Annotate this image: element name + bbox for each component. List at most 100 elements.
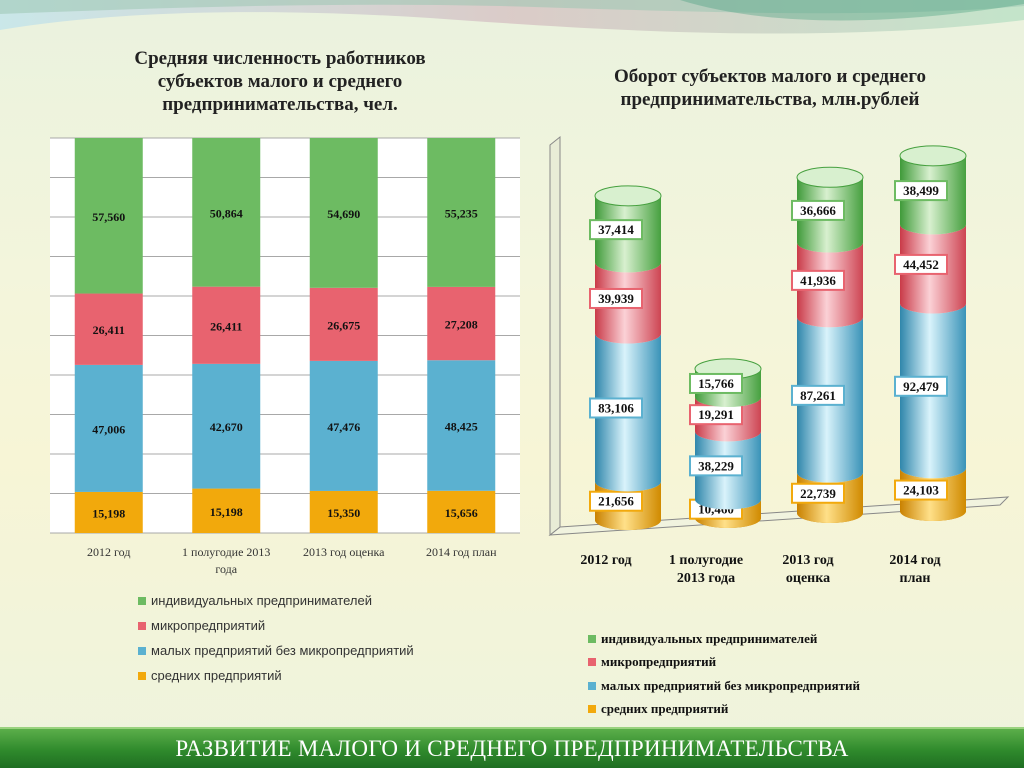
right-data-label: 22,739 (800, 486, 836, 501)
left-data-label: 50,864 (210, 206, 243, 220)
right-data-label: 38,229 (698, 458, 734, 473)
left-data-label: 27,208 (445, 318, 478, 332)
right-tick-label: 2014 год (889, 553, 940, 568)
left-data-label: 15,350 (327, 506, 360, 520)
left-tick-label: 2014 год план (426, 545, 497, 559)
left-bar-segment (309, 360, 378, 491)
left-bar-segment (192, 286, 261, 364)
left-bar-segment (192, 363, 261, 489)
left-data-label: 47,476 (327, 420, 360, 434)
legend-label: малых предприятий без микропредприятий (151, 643, 414, 658)
right-data-label: 87,261 (800, 388, 836, 403)
left-bar-segment (74, 491, 143, 533)
right-legend-item: средних предприятий (588, 698, 860, 722)
right-data-label: 36,666 (800, 203, 836, 218)
left-data-label: 54,690 (327, 207, 360, 221)
left-legend-item: микропредприятий (138, 613, 414, 638)
right-data-label-box (894, 253, 948, 275)
right-data-label: 24,103 (903, 483, 939, 498)
left-data-label: 48,425 (445, 420, 478, 434)
left-bar-segment (427, 286, 496, 361)
legend-swatch (588, 681, 596, 690)
legend-label: индивидуальных предпринимателей (151, 593, 372, 608)
left-data-label: 26,411 (210, 319, 242, 333)
right-data-label-box (791, 199, 845, 221)
right-data-label-box (894, 479, 948, 501)
right-tick-label: 1 полугодие (669, 553, 743, 568)
left-legend-item: средних предприятий (138, 663, 414, 688)
left-bar-segment (74, 293, 143, 365)
legend-label: микропредприятий (601, 654, 717, 670)
legend-swatch (138, 646, 146, 655)
legend-swatch (588, 634, 596, 643)
legend-swatch (138, 621, 146, 630)
right-data-label: 92,479 (903, 379, 939, 394)
left-bar-segment (192, 138, 261, 287)
left-data-label: 15,656 (445, 506, 478, 520)
left-bar-segment (192, 488, 261, 533)
left-data-label: 15,198 (210, 505, 243, 519)
cylinder-top (594, 185, 662, 207)
right-tick-label: 2013 год (782, 553, 833, 568)
right-tick-label: план (900, 571, 931, 586)
right-data-label-box (791, 269, 845, 291)
left-bar-segment (427, 360, 496, 491)
left-legend: индивидуальных предпринимателей микропред… (138, 588, 414, 688)
cylinder-top (899, 145, 967, 167)
right-data-label-box (894, 375, 948, 397)
right-data-label-box (589, 219, 643, 241)
right-data-label-box (791, 482, 845, 504)
left-tick-label: года (215, 562, 237, 576)
left-data-label: 57,560 (92, 210, 125, 224)
legend-label: микропредприятий (151, 618, 266, 633)
right-tick-label: 2013 года (677, 571, 735, 586)
left-bar-segment (309, 138, 378, 288)
left-data-label: 15,198 (92, 506, 125, 520)
left-data-label: 47,006 (92, 422, 125, 436)
left-data-label: 55,235 (445, 206, 478, 220)
right-data-label: 83,106 (598, 400, 634, 415)
legend-swatch (588, 705, 596, 714)
right-data-label-box (589, 397, 643, 419)
left-data-label: 42,670 (210, 420, 243, 434)
footer-banner: РАЗВИТИЕ МАЛОГО И СРЕДНЕГО ПРЕДПРИНИМАТЕ… (0, 727, 1024, 768)
left-chart: 15,198 47,006 26,411 57,560 2012 год 15,198 42… (50, 137, 520, 576)
left-tick-label: 1 полугодие 2013 (182, 545, 270, 559)
right-chart-title: Оборот субъектов малого и среднего предп… (613, 66, 927, 110)
right-data-label-box (589, 287, 643, 309)
left-bar-segment (74, 138, 143, 294)
left-bar-segment (74, 364, 143, 492)
left-chart-title: Средняя численность работников субъектов… (134, 48, 426, 115)
legend-label: индивидуальных предпринимателей (601, 630, 818, 646)
left-bar-segment (309, 287, 378, 361)
legend-swatch (588, 658, 596, 667)
legend-label: средних предприятий (601, 701, 729, 717)
right-legend-item: малых предприятий без микропредприятий (588, 674, 860, 698)
right-data-label: 21,656 (598, 494, 634, 509)
right-data-label: 37,414 (598, 222, 634, 237)
right-data-label-box (589, 490, 643, 512)
right-data-label: 39,939 (598, 291, 634, 306)
right-data-label: 44,452 (903, 257, 939, 272)
right-data-label: 15,766 (698, 376, 734, 391)
left-tick-label: 2012 год (87, 545, 130, 559)
right-data-label-box (689, 372, 743, 394)
right-wall (549, 135, 561, 537)
legend-label: малых предприятий без микропредприятий (601, 677, 860, 693)
left-bar-segment (427, 490, 496, 533)
right-legend-item: индивидуальных предпринимателей (588, 627, 860, 651)
right-data-label-box (791, 384, 845, 406)
right-data-label: 19,291 (698, 407, 734, 422)
left-bar-segment (427, 138, 496, 287)
left-bar-segment (309, 490, 378, 533)
left-legend-item: малых предприятий без микропредприятий (138, 638, 414, 663)
right-legend-item: микропредприятий (588, 651, 860, 675)
right-data-label-box (894, 180, 948, 202)
left-data-label: 26,411 (93, 323, 125, 337)
legend-swatch (138, 671, 146, 680)
left-tick-label: 2013 год оценка (303, 545, 385, 559)
right-data-label: 38,499 (903, 183, 939, 198)
left-data-label: 26,675 (327, 318, 360, 332)
left-legend-item: индивидуальных предпринимателей (138, 588, 414, 613)
